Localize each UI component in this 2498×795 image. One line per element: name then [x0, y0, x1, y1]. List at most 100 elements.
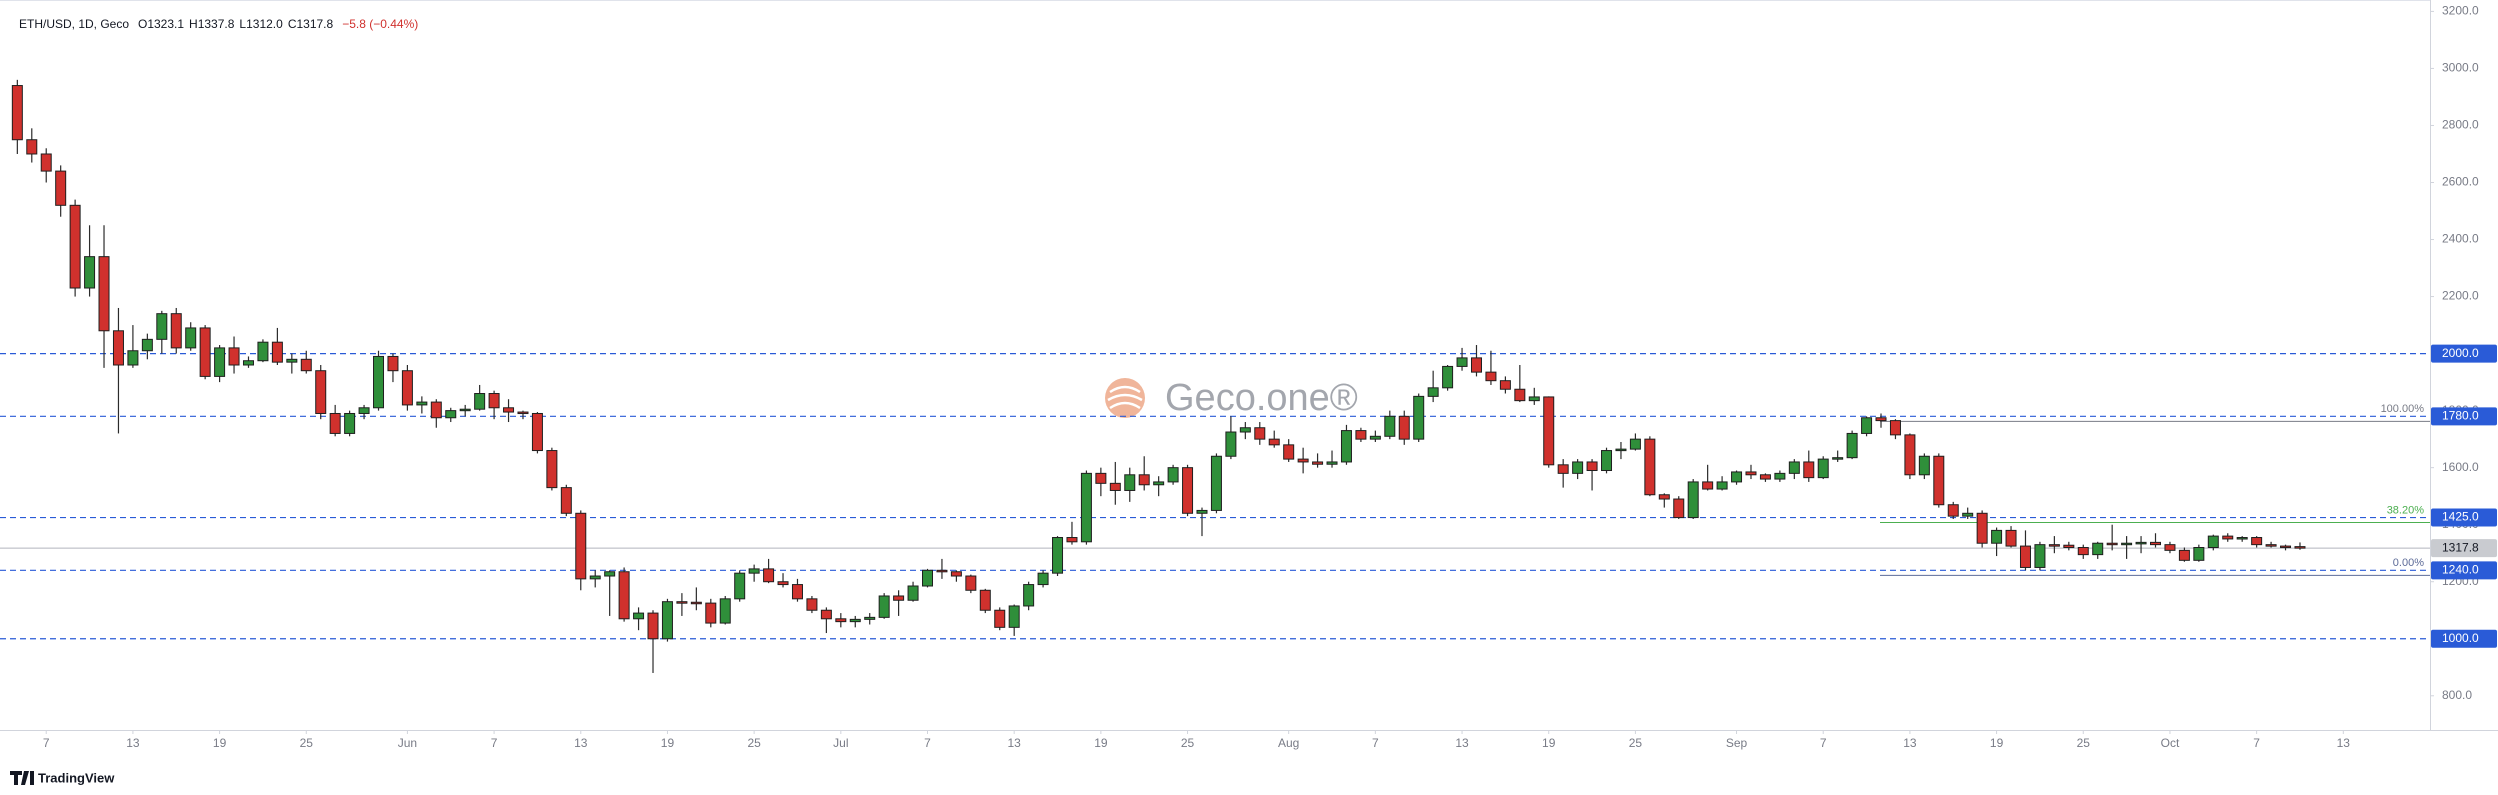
candle-body — [2236, 537, 2248, 540]
candle-body — [1008, 605, 1020, 628]
candle-body — [445, 410, 457, 419]
candle-body — [2092, 542, 2104, 556]
candle-body — [2077, 547, 2089, 556]
x-tick-label: 7 — [491, 736, 498, 750]
fib-label: 38.20% — [2387, 504, 2425, 516]
x-tick-label: Aug — [1278, 736, 1299, 750]
level-label-box — [2431, 561, 2497, 580]
candle-body — [2164, 544, 2176, 551]
candle-body — [40, 153, 52, 172]
candle-body — [1933, 455, 1945, 506]
candle-body — [1962, 512, 1974, 517]
watermark: Geco.one® — [1105, 377, 1358, 419]
x-tick-label: Jun — [398, 736, 417, 750]
candle-body — [286, 358, 298, 363]
candle-body — [1673, 498, 1685, 519]
x-tick-label: 19 — [213, 736, 227, 750]
level-label: 1780.0 — [2442, 409, 2479, 423]
candle-body — [1297, 458, 1309, 463]
candle-body — [1210, 455, 1222, 511]
candle-body — [1095, 472, 1107, 484]
candle-body — [1442, 365, 1454, 389]
level-label-box — [2431, 407, 2497, 426]
level-label-box — [2431, 344, 2497, 363]
candle-body — [1283, 444, 1295, 460]
candle-body — [228, 347, 240, 366]
candle-body — [84, 256, 96, 289]
level-label: 1240.0 — [2442, 562, 2479, 576]
candle-body — [1485, 371, 1497, 382]
candle-body — [1774, 472, 1786, 480]
candle-body — [979, 589, 991, 611]
candle-body — [69, 204, 81, 289]
candle-body — [2207, 535, 2219, 548]
candle-body — [2178, 549, 2190, 561]
x-tick-label: 25 — [1629, 736, 1643, 750]
candle-body — [878, 595, 890, 618]
x-tick-label: 7 — [2253, 736, 2260, 750]
watermark-logo-lines — [1107, 385, 1143, 410]
candle-body — [127, 350, 139, 366]
last-price-box — [2431, 539, 2497, 558]
candle-body — [965, 575, 977, 591]
candle-body — [1023, 584, 1035, 607]
candle-body — [98, 256, 110, 332]
footer-logo — [10, 771, 34, 785]
x-tick-label: 13 — [1903, 736, 1917, 750]
last-price-label: 1317.8 — [2442, 540, 2479, 554]
candle-body — [1225, 431, 1237, 457]
x-tick-label: 25 — [2077, 736, 2091, 750]
candle-body — [1731, 471, 1743, 483]
x-tick-label: 19 — [1094, 736, 1108, 750]
candle-body — [1514, 388, 1526, 402]
candle-body — [2294, 546, 2306, 549]
candle-body — [2121, 542, 2133, 546]
candle-body — [141, 338, 153, 352]
candle-body — [1861, 417, 1873, 434]
change: −5.8 (−0.44%) — [342, 17, 418, 31]
level-label-box — [2431, 629, 2497, 648]
candle-body — [1153, 481, 1165, 486]
candle-body — [777, 581, 789, 586]
x-tick-label: 19 — [661, 736, 675, 750]
candle-body — [55, 170, 67, 206]
candle-body — [1947, 504, 1959, 517]
candle-body — [936, 569, 948, 573]
candle-body — [199, 327, 211, 377]
candle-body — [604, 571, 616, 577]
candle-body — [1109, 482, 1121, 491]
candle-body — [2019, 545, 2031, 568]
candle-body — [1572, 461, 1584, 474]
candle-body — [1904, 434, 1916, 476]
candle-body — [26, 139, 38, 155]
candle-body — [1167, 467, 1179, 483]
candle-body — [1629, 438, 1641, 450]
candle-body — [835, 618, 847, 623]
candle-body — [531, 412, 543, 452]
candle-body — [893, 595, 905, 601]
candle-body — [1832, 457, 1844, 460]
candle-body — [1528, 396, 1540, 402]
ohlc-value: H1337.8 — [189, 17, 235, 31]
candle-body — [503, 407, 515, 413]
candle-body — [791, 584, 803, 600]
ohlc-value: O1323.1 — [138, 17, 184, 31]
candle-body — [820, 609, 832, 620]
level-label-box — [2431, 508, 2497, 527]
x-tick-label: Oct — [2161, 736, 2180, 750]
x-tick-label: 7 — [1372, 736, 1379, 750]
x-tick-label: 7 — [924, 736, 931, 750]
candle-body — [1312, 461, 1324, 465]
candle-body — [300, 358, 312, 372]
candle-body — [1745, 471, 1757, 476]
candle-body — [373, 355, 385, 409]
candle-body — [1658, 494, 1670, 500]
footer: TradingView — [10, 770, 115, 785]
x-tick-label: Jul — [833, 736, 848, 750]
candle-body — [401, 370, 413, 406]
candle-body — [1803, 461, 1815, 479]
x-tick-label: 25 — [1181, 736, 1195, 750]
candle-body — [1846, 432, 1858, 459]
x-tick-label: 19 — [1542, 736, 1556, 750]
